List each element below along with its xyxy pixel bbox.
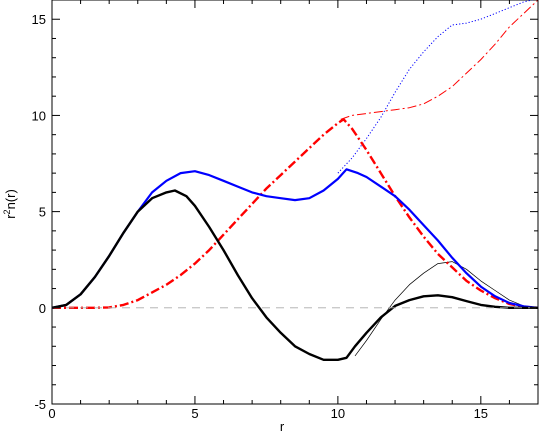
- y-tick-label-10: 10: [32, 108, 46, 123]
- y-axis-label-base: r: [3, 214, 18, 219]
- series-line-4: [52, 118, 539, 309]
- x-tick-label-15: 15: [474, 406, 488, 421]
- series-layer: [51, 0, 539, 361]
- svg-text:r2n(r): r2n(r): [2, 189, 18, 219]
- y-axis-label: r2n(r): [2, 189, 18, 219]
- y-axis-label-sup: 2: [2, 209, 12, 214]
- series-line-1: [337, 0, 533, 174]
- x-tick-label-5: 5: [191, 406, 198, 421]
- x-tick-label-0: 0: [48, 406, 55, 421]
- x-tick-label-10: 10: [331, 406, 345, 421]
- series-line-6: [51, 189, 538, 361]
- x-axis-label: r: [280, 419, 285, 434]
- y-tick-label-0: 0: [39, 301, 46, 316]
- series-line-2: [340, 0, 539, 120]
- y-tick-label-5: 5: [39, 205, 46, 220]
- y-tick-label--5: -5: [34, 397, 46, 412]
- plot-frame: [51, 0, 539, 405]
- y-axis-label-rest: n(r): [3, 189, 18, 209]
- series-line-5: [51, 168, 539, 309]
- y-tick-label-15: 15: [32, 12, 46, 27]
